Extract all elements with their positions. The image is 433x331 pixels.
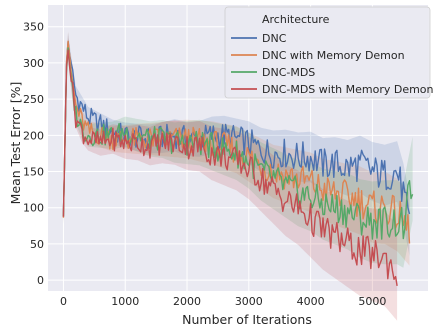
legend-items: DNC DNC with Memory Demon DNC-MDS DNC-MDS w… [231,32,433,96]
x-tick-label: 4000 [297,295,325,308]
series-line [62,47,414,240]
tick-labels: 0 1000 2000 3000 4000 5000 0 50 100 150 200 250 300 3… [23,21,386,308]
series-line [62,49,398,287]
legend-title: Architecture [262,13,330,26]
x-tick-label: 3000 [235,295,263,308]
x-tick-label: 1000 [111,295,139,308]
series-line [62,40,411,217]
x-axis-label: Number of Iterations [182,312,312,327]
series-layer [62,31,414,321]
legend-label: DNC-MDS with Memory Demon [262,83,433,96]
y-tick-label: 350 [23,21,44,34]
y-tick-label: 0 [37,274,44,287]
legend-label: DNC-MDS [262,66,315,79]
y-tick-label: 150 [23,166,44,179]
y-tick-label: 300 [23,57,44,70]
x-tick-label: 5000 [358,295,386,308]
legend-box [224,6,431,99]
legend-label: DNC [262,32,287,45]
legend-label: DNC with Memory Demon [262,49,405,62]
series-lines [62,40,414,287]
y-axis-label: Mean Test Error [%] [8,82,23,205]
x-tick-label: 2000 [173,295,201,308]
y-tick-label: 50 [30,238,44,251]
y-tick-label: 100 [23,202,44,215]
x-tick-label: 0 [60,295,67,308]
y-tick-label: 250 [23,93,44,106]
series-band [63,38,398,321]
y-tick-label: 200 [23,129,44,142]
